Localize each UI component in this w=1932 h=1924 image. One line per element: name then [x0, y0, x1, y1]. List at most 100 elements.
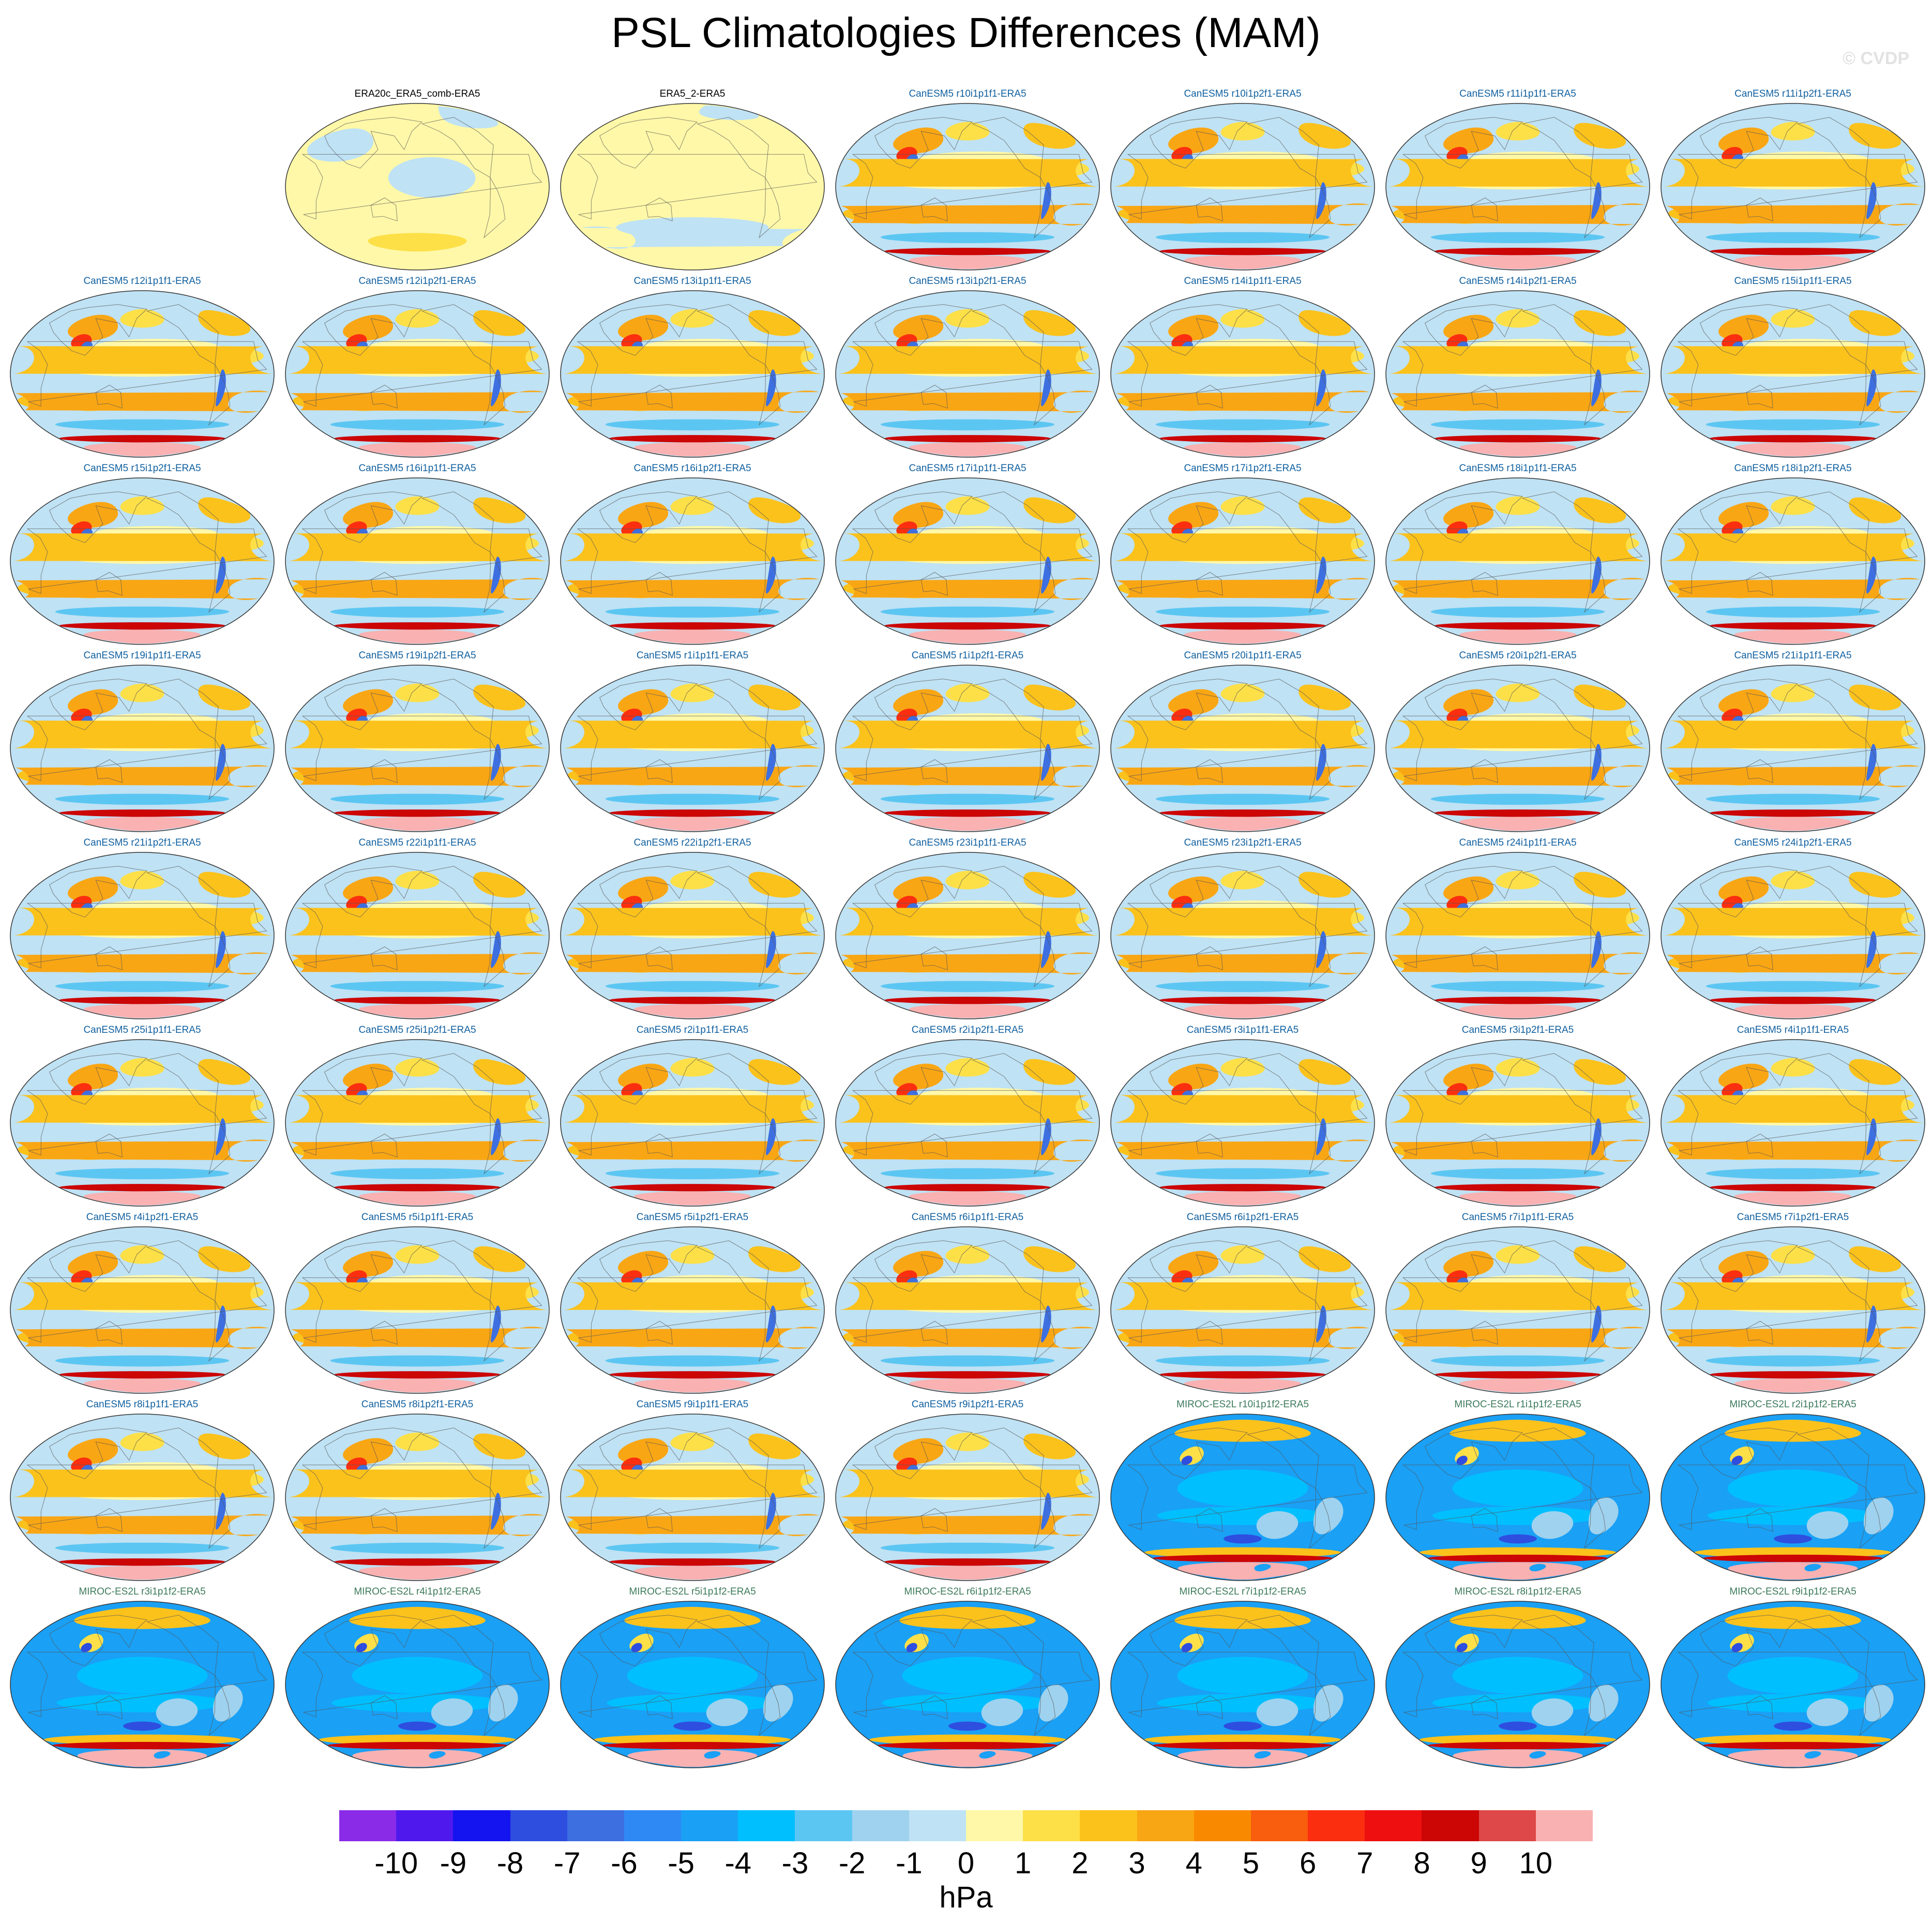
field-contour	[154, 1751, 171, 1759]
field-contour	[83, 442, 201, 457]
coastline	[874, 1427, 973, 1479]
field-contour	[1718, 314, 1769, 341]
panel-title: CanESM5 r11i1p2f1-ERA5	[1734, 88, 1851, 99]
field-contour	[1428, 1741, 1608, 1750]
field-contour	[1041, 1118, 1051, 1155]
field-contour	[330, 419, 505, 431]
colorbar	[339, 1810, 1593, 1841]
map-svg	[1661, 1039, 1925, 1207]
coastline	[577, 715, 818, 781]
field-contour	[564, 720, 824, 748]
panel-title: CanESM5 r3i1p2f1-ERA5	[1461, 1025, 1574, 1035]
panel-title: CanESM5 r25i1p2f1-ERA5	[358, 1025, 476, 1035]
panel-title: MIROC-ES2L r4i1p1f2-ERA5	[354, 1586, 481, 1597]
coastline	[874, 1053, 973, 1105]
coastline	[852, 715, 1093, 781]
field-contour	[633, 629, 751, 644]
field-contour	[1184, 1378, 1302, 1393]
coastline	[852, 341, 1093, 407]
coastline	[208, 926, 231, 987]
field-contour	[909, 817, 1027, 831]
field-contour	[1299, 1059, 1351, 1085]
field-contour	[1725, 1419, 1861, 1442]
field-contour	[77, 1749, 207, 1767]
field-contour	[198, 310, 251, 336]
field-contour	[14, 1469, 274, 1497]
colorbar-box	[624, 1810, 682, 1841]
field-contour	[1177, 1657, 1308, 1694]
panel-title: CanESM5 r12i1p1f1-ERA5	[83, 276, 201, 287]
field-contour	[1734, 817, 1852, 831]
coastline	[645, 1320, 673, 1345]
coastline	[1584, 1113, 1606, 1175]
field-contour	[880, 1542, 1055, 1554]
field-contour	[1710, 809, 1876, 817]
coastline	[1584, 739, 1606, 800]
panel-title: ERA5_2-ERA5	[659, 88, 726, 99]
map-panel: CanESM5 r14i1p1f1-ERA5	[1106, 275, 1380, 462]
colorbar-tick-label: 1	[1015, 1846, 1032, 1880]
coastline	[1677, 903, 1918, 969]
field-contour	[880, 981, 1055, 993]
field-contour	[83, 1566, 201, 1580]
field-contour	[334, 997, 501, 1004]
coastline	[599, 304, 698, 356]
panel-title: CanESM5 r21i1p2f1-ERA5	[83, 837, 201, 848]
map-panel: CanESM5 r25i1p1f1-ERA5	[5, 1024, 279, 1211]
field-contour	[1155, 419, 1330, 431]
field-contour	[1391, 578, 1645, 600]
panel-title: MIROC-ES2L r10i1p1f2-ERA5	[1176, 1399, 1309, 1410]
field-contour	[1391, 765, 1645, 788]
coastline	[1699, 1240, 1798, 1292]
field-contour	[83, 817, 201, 831]
map-svg	[285, 477, 550, 645]
field-contour	[291, 1327, 545, 1349]
field-contour	[1116, 765, 1370, 788]
map-svg	[1385, 1226, 1650, 1394]
coastline	[1196, 197, 1223, 221]
map-panel: CanESM5 r13i1p1f1-ERA5	[555, 275, 829, 462]
field-contour	[1181, 1643, 1193, 1652]
colorbar-tick-label: -10	[374, 1846, 418, 1880]
field-contour	[1114, 908, 1375, 936]
field-contour	[1591, 369, 1602, 407]
field-contour	[1155, 793, 1330, 805]
field-contour	[880, 793, 1055, 805]
field-contour	[1184, 1191, 1302, 1206]
coastline	[1196, 1695, 1223, 1719]
colorbar-box	[1365, 1810, 1422, 1841]
coastline	[852, 903, 1093, 969]
field-contour	[1529, 1751, 1546, 1759]
field-contour	[156, 1698, 198, 1726]
field-contour	[631, 1643, 642, 1652]
field-contour	[1316, 1305, 1326, 1343]
coastline	[1127, 528, 1368, 594]
coastline	[1127, 1651, 1368, 1718]
field-contour	[1866, 1305, 1877, 1343]
panel-title: CanESM5 r20i1p2f1-ERA5	[1459, 650, 1577, 661]
map-panel: ERA20c_ERA5_comb-ERA5	[280, 88, 554, 275]
field-contour	[841, 578, 1095, 600]
field-contour	[1453, 1749, 1583, 1767]
field-contour	[1435, 248, 1601, 255]
field-contour	[1114, 720, 1375, 748]
coastline	[1402, 1090, 1643, 1156]
field-contour	[1734, 1004, 1852, 1018]
panel-title: CanESM5 r21i1p1f1-ERA5	[1734, 650, 1852, 661]
map-panel: CanESM5 r12i1p1f1-ERA5	[5, 275, 279, 462]
field-contour	[289, 1282, 549, 1310]
panel-title: CanESM5 r18i1p1f1-ERA5	[1459, 463, 1577, 474]
coastline	[1149, 1427, 1248, 1479]
field-contour	[1023, 1433, 1076, 1460]
map-outline	[1385, 477, 1650, 645]
coastline	[874, 1240, 973, 1292]
coastline	[874, 117, 973, 169]
field-contour	[68, 502, 118, 528]
map-outline	[560, 852, 825, 1019]
field-contour	[1710, 1371, 1876, 1379]
coastline	[1746, 572, 1773, 596]
coastline	[1196, 759, 1223, 783]
field-contour	[1184, 1004, 1302, 1018]
coastline	[1309, 364, 1331, 426]
coastline	[324, 491, 422, 543]
